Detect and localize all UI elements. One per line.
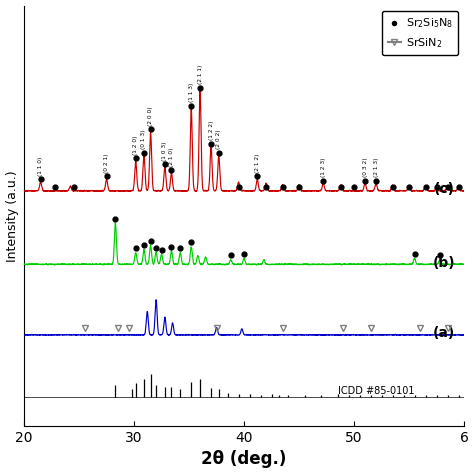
Text: (1 1 0): (1 1 0) bbox=[38, 156, 43, 175]
Y-axis label: Intensity (a.u.): Intensity (a.u.) bbox=[6, 170, 18, 262]
Text: (2 1 2): (2 1 2) bbox=[255, 153, 260, 173]
Text: ICDD #85-0101: ICDD #85-0101 bbox=[338, 386, 415, 396]
Text: (1 0 3): (1 0 3) bbox=[163, 141, 167, 161]
Text: (1 2 2): (1 2 2) bbox=[209, 121, 214, 140]
Text: (2 1 3): (2 1 3) bbox=[374, 157, 379, 177]
Text: (a): (a) bbox=[433, 327, 455, 340]
Legend: Sr$_2$Si$_5$N$_8$, SrSiN$_2$: Sr$_2$Si$_5$N$_8$, SrSiN$_2$ bbox=[382, 11, 458, 55]
Text: (1 2 0): (1 2 0) bbox=[133, 136, 138, 155]
Text: (0 1 3): (0 1 3) bbox=[141, 129, 146, 149]
Text: (1 2 3): (1 2 3) bbox=[321, 157, 326, 177]
Text: (c): (c) bbox=[434, 182, 455, 196]
Text: (2 1 0): (2 1 0) bbox=[169, 147, 174, 167]
Text: (2 0 2): (2 0 2) bbox=[216, 129, 221, 149]
Text: (0 2 1): (0 2 1) bbox=[104, 153, 109, 173]
Text: (b): (b) bbox=[433, 256, 455, 270]
Text: (1 1 3): (1 1 3) bbox=[189, 82, 194, 102]
Text: (0 3 2): (0 3 2) bbox=[363, 157, 367, 177]
X-axis label: 2θ (deg.): 2θ (deg.) bbox=[201, 450, 287, 468]
Text: (2 1 1): (2 1 1) bbox=[198, 65, 202, 84]
Text: (2 0 0): (2 0 0) bbox=[148, 106, 153, 126]
